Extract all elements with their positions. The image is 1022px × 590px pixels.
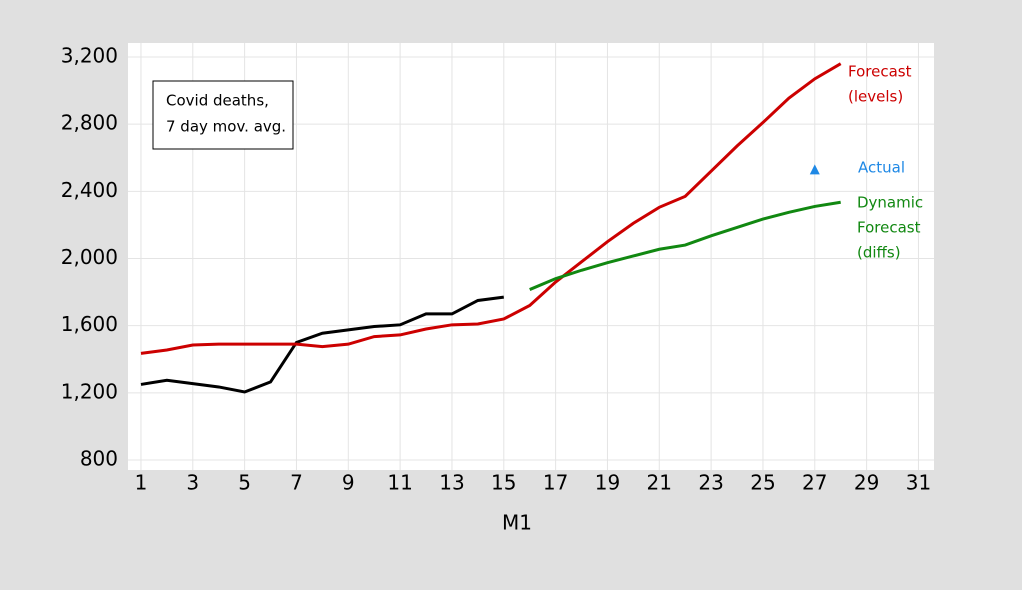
y-tick-label: 2,000	[61, 245, 118, 269]
x-tick-label: 15	[491, 471, 516, 495]
x-tick-label: 31	[906, 471, 931, 495]
y-tick-label: 2,400	[61, 178, 118, 202]
x-tick-label: 17	[543, 471, 568, 495]
annotation: Covid deaths,	[166, 92, 269, 110]
y-tick-label: 800	[80, 447, 118, 471]
x-tick-label: 13	[439, 471, 464, 495]
x-tick-label: 23	[698, 471, 723, 495]
x-axis-label: M1	[502, 511, 532, 535]
annotation-box	[152, 80, 294, 150]
x-tick-label: 7	[290, 471, 303, 495]
series-label: (diffs)	[857, 244, 901, 262]
annotation: 7 day mov. avg.	[166, 118, 286, 136]
x-tick-label: 3	[186, 471, 199, 495]
series-label: Actual	[858, 159, 905, 177]
y-tick-label: 2,800	[61, 111, 118, 135]
line-series	[529, 200, 841, 291]
x-tick-label: 9	[342, 471, 355, 495]
series-label: Forecast	[857, 219, 921, 237]
x-tick-label: 1	[135, 471, 148, 495]
x-tick-label: 25	[750, 471, 775, 495]
x-tick-label: 19	[595, 471, 620, 495]
x-tick-label: 21	[647, 471, 672, 495]
series-label: Forecast	[848, 63, 912, 81]
x-tick-label: 5	[238, 471, 251, 495]
x-tick-label: 11	[387, 471, 412, 495]
y-tick-label: 1,200	[61, 379, 118, 403]
series-label: Dynamic	[857, 194, 923, 212]
line-series	[140, 295, 504, 394]
y-tick-label: 3,200	[61, 44, 118, 68]
y-tick-label: 1,600	[61, 312, 118, 336]
series-label: (levels)	[848, 88, 903, 106]
x-tick-label: 27	[802, 471, 827, 495]
line-series	[140, 62, 842, 355]
x-tick-label: 29	[854, 471, 879, 495]
marker	[809, 164, 820, 175]
